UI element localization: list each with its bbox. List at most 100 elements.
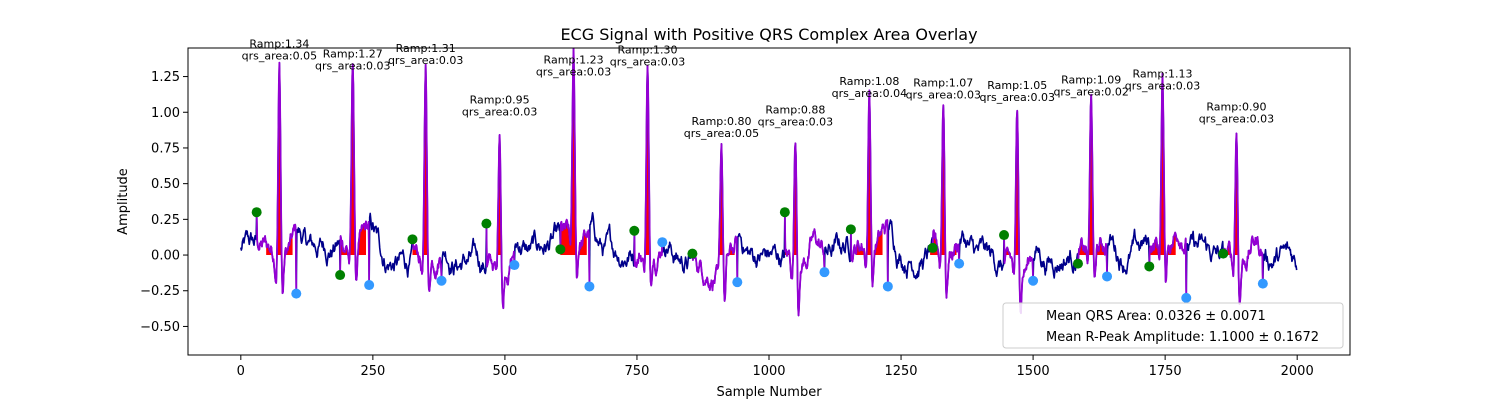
qrs-segment-line xyxy=(691,142,739,302)
qrs-segment-line xyxy=(559,47,591,287)
qrs-boundary-markers xyxy=(251,207,1268,303)
y-tick-label: −0.25 xyxy=(140,284,180,299)
qrs-area-label: qrs_area:0.03 xyxy=(315,60,390,73)
qrs-area-label: qrs_area:0.04 xyxy=(832,87,907,100)
qrs-offset-marker xyxy=(1028,275,1039,286)
qrs-area-fill xyxy=(486,134,513,256)
qrs-area-fill xyxy=(1223,133,1250,256)
axis-ticks: 0 250 500 750 1000 1250 1500 1750 2000 −0.50 −0.25… xyxy=(140,70,1314,379)
x-tick-label: 500 xyxy=(492,364,517,379)
qrs-segment-line xyxy=(411,63,443,292)
ecg-signal-layer xyxy=(240,47,1298,317)
legend-entry-mean-qrs-area: Mean QRS Area: 0.0326 ± 0.0071 xyxy=(1046,309,1266,324)
r-amplitude-label: Ramp:0.95 xyxy=(470,93,530,106)
qrs-onset-marker xyxy=(1072,258,1083,269)
qrs-onset-marker xyxy=(481,218,492,229)
x-tick-label: 2000 xyxy=(1281,364,1314,379)
qrs-onset-marker xyxy=(335,270,346,281)
qrs-offset-marker xyxy=(1102,271,1113,282)
legend-box xyxy=(1002,302,1344,349)
qrs-segment-line xyxy=(339,63,371,286)
qrs-area-fill xyxy=(856,90,883,256)
qrs-area-label: qrs_area:0.03 xyxy=(462,105,537,118)
qrs-area-label: qrs_area:0.03 xyxy=(536,65,611,78)
r-amplitude-label: Ramp:1.23 xyxy=(544,53,604,66)
qrs-segment-line xyxy=(783,142,826,317)
qrs-segment-line xyxy=(633,64,664,287)
y-axis-label: Amplitude xyxy=(116,168,131,235)
qrs-segment-line xyxy=(1077,93,1108,278)
r-amplitude-label: Ramp:1.08 xyxy=(839,75,899,88)
qrs-segment-line xyxy=(931,104,961,299)
r-amplitude-label: Ramp:0.80 xyxy=(691,115,751,128)
x-tick-label: 1000 xyxy=(752,364,785,379)
qrs-onset-marker xyxy=(251,207,262,218)
qrs-segment-line xyxy=(849,89,889,288)
qrs-area-label: qrs_area:0.03 xyxy=(1125,80,1200,93)
x-tick-label: 750 xyxy=(625,364,650,379)
qrs-area-fill xyxy=(634,65,661,256)
chart-title: ECG Signal with Positive QRS Complex Are… xyxy=(560,25,977,44)
r-amplitude-label: Ramp:1.30 xyxy=(617,43,677,56)
qrs-area-fill xyxy=(412,64,439,256)
x-tick-label: 1750 xyxy=(1149,364,1182,379)
qrs-segment-line xyxy=(1003,109,1034,315)
r-amplitude-label: Ramp:1.05 xyxy=(987,79,1047,92)
qrs-offset-marker xyxy=(657,237,668,248)
qrs-offset-marker xyxy=(1257,278,1268,289)
qrs-offset-marker xyxy=(509,260,520,271)
y-tick-label: 0.75 xyxy=(151,141,180,156)
qrs-onset-marker xyxy=(779,207,790,218)
qrs-area-label: qrs_area:0.02 xyxy=(1053,85,1128,98)
qrs-area-fill xyxy=(708,143,735,256)
qrs-area-fill xyxy=(339,64,366,256)
qrs-area-fill xyxy=(266,62,293,256)
qrs-area-label: qrs_area:0.05 xyxy=(242,50,317,63)
qrs-onset-marker xyxy=(407,234,418,245)
r-amplitude-label: Ramp:1.09 xyxy=(1061,73,1121,86)
qrs-area-fill xyxy=(1077,94,1105,256)
r-amplitude-label: Ramp:1.07 xyxy=(913,76,973,89)
r-amplitude-label: Ramp:1.27 xyxy=(323,48,383,61)
qrs-area-label: qrs_area:0.03 xyxy=(388,54,463,67)
x-tick-label: 1500 xyxy=(1017,364,1050,379)
qrs-offset-marker xyxy=(291,288,302,299)
y-tick-label: −0.50 xyxy=(140,320,180,335)
qrs-onset-marker xyxy=(927,242,938,253)
qrs-area-label: qrs_area:0.03 xyxy=(610,55,685,68)
qrs-segment-line xyxy=(1148,72,1188,298)
qrs-segment-line xyxy=(255,61,298,295)
y-tick-label: 0.00 xyxy=(151,249,180,264)
legend-entry-mean-r-peak-amplitude: Mean R-Peak Amplitude: 1.1000 ± 0.1672 xyxy=(1046,330,1319,345)
qrs-offset-marker xyxy=(819,267,830,278)
y-tick-label: 1.25 xyxy=(151,70,180,85)
qrs-area-fill xyxy=(782,143,809,256)
qrs-onset-marker xyxy=(845,224,856,235)
qrs-offset-marker xyxy=(1181,292,1192,303)
qrs-area-label: qrs_area:0.03 xyxy=(1199,113,1274,126)
x-axis-label: Sample Number xyxy=(716,385,822,400)
qrs-area-label: qrs_area:0.03 xyxy=(980,91,1055,104)
legend: Mean QRS Area: 0.0326 ± 0.0071 Mean R-Pe… xyxy=(1002,302,1344,349)
qrs-area-fill xyxy=(560,48,587,256)
qrs-area-label: qrs_area:0.03 xyxy=(906,88,981,101)
y-tick-label: 0.50 xyxy=(151,177,180,192)
qrs-offset-marker xyxy=(436,275,447,286)
qrs-area-fill xyxy=(1149,73,1176,256)
qrs-offset-marker xyxy=(882,281,893,292)
qrs-area-label: qrs_area:0.05 xyxy=(684,127,759,140)
y-tick-label: 0.25 xyxy=(151,213,180,228)
qrs-segment-line xyxy=(1222,132,1264,306)
y-tick-label: 1.00 xyxy=(151,106,180,121)
r-amplitude-label: Ramp:1.34 xyxy=(249,38,309,51)
qrs-onset-marker xyxy=(629,225,640,236)
qrs-area-fill xyxy=(1004,110,1031,256)
qrs-area-fill xyxy=(930,105,957,256)
qrs-onset-marker xyxy=(1144,261,1155,272)
qrs-onset-marker xyxy=(687,248,698,259)
r-amplitude-label: Ramp:1.13 xyxy=(1132,68,1192,81)
r-amplitude-label: Ramp:0.88 xyxy=(765,103,825,116)
x-tick-label: 0 xyxy=(237,364,245,379)
